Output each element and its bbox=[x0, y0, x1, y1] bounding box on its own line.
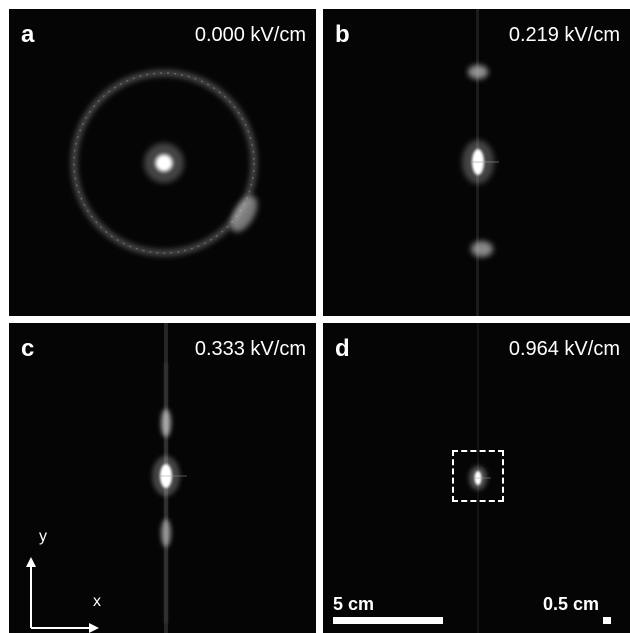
field-strength: 0.333 kV/cm bbox=[194, 338, 306, 360]
panel-label: d bbox=[335, 335, 350, 362]
ring-bright-spot bbox=[230, 195, 258, 233]
field-strength: 0.000 kV/cm bbox=[194, 24, 306, 46]
scale-bar-small-label: 0.5 cm bbox=[543, 594, 600, 614]
bottom-lobe bbox=[471, 241, 493, 257]
top-lobe bbox=[468, 65, 488, 79]
panel-label: b bbox=[335, 21, 350, 48]
panel-label: c bbox=[21, 335, 35, 362]
field-strength: 0.219 kV/cm bbox=[508, 24, 620, 46]
panel-d-image bbox=[469, 323, 491, 633]
axis-arrows-icon bbox=[26, 557, 99, 633]
scale-bar-large-label: 5 cm bbox=[333, 594, 375, 614]
panel-d: d 0.964 kV/cm 5 cm 0.5 cm bbox=[323, 323, 630, 633]
core-spot bbox=[153, 152, 175, 174]
field-strength: 0.964 kV/cm bbox=[508, 338, 620, 360]
upper-lobe bbox=[161, 409, 171, 437]
lower-lobe bbox=[161, 519, 171, 547]
scale-bar-large bbox=[333, 617, 443, 624]
panel-c: c 0.333 kV/cm y x bbox=[9, 323, 316, 633]
panel-a-image bbox=[71, 70, 258, 256]
ring-texture bbox=[73, 72, 255, 254]
scale-bar-small bbox=[603, 617, 611, 624]
panel-b: b 0.219 kV/cm bbox=[323, 9, 630, 316]
panel-a: a 0.000 kV/cm bbox=[9, 9, 316, 316]
zoom-region-box bbox=[452, 450, 504, 502]
panel-label: a bbox=[21, 21, 35, 48]
panel-b-image bbox=[462, 9, 499, 316]
x-axis-label: x bbox=[93, 593, 101, 610]
y-axis-label: y bbox=[39, 528, 47, 545]
ring bbox=[71, 70, 257, 256]
panel-c-image bbox=[152, 323, 187, 633]
